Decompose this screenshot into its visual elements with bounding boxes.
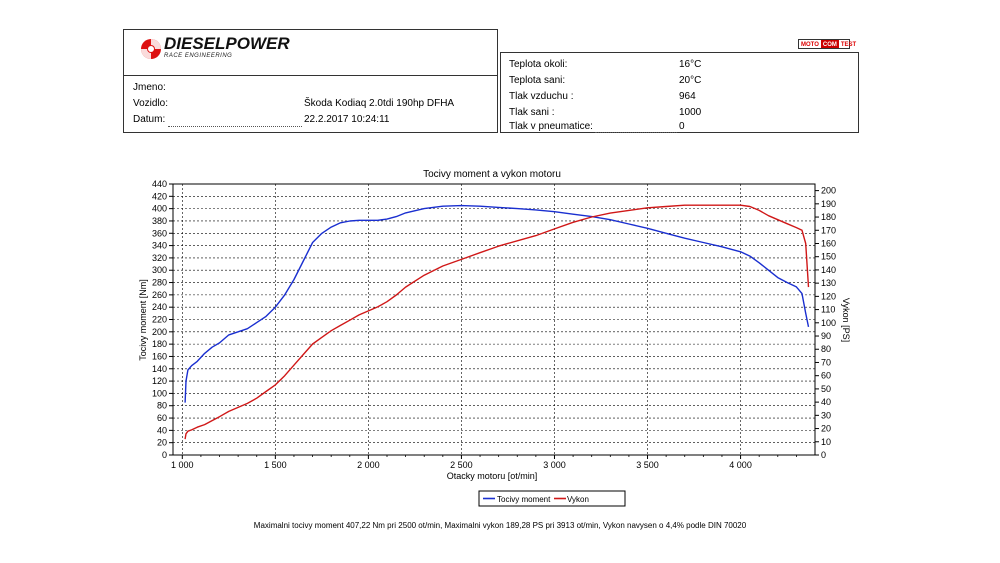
y2-tick-label: 190: [821, 199, 836, 209]
y2-tick-label: 50: [821, 384, 831, 394]
brand-tagline: RACE ENGINEERING: [164, 53, 233, 59]
legend-label-power: Vykon: [567, 495, 589, 504]
y2-tick-label: 20: [821, 424, 831, 434]
y2-tick-label: 150: [821, 252, 836, 262]
legend: Tocivy moment Vykon: [478, 490, 626, 507]
x-tick-label: 3 000: [543, 460, 566, 470]
x-tick-label: 4 000: [729, 460, 752, 470]
y-tick-label: 240: [152, 302, 167, 312]
vehicle-label: Vozidlo:: [133, 98, 169, 109]
y2-tick-label: 40: [821, 397, 831, 407]
vehicle-value: Škoda Kodiaq 2.0tdi 190hp DFHA: [304, 98, 455, 109]
y-tick-label: 200: [152, 327, 167, 337]
legend-box: [478, 490, 626, 507]
y-tick-label: 280: [152, 278, 167, 288]
y-tick-label: 220: [152, 315, 167, 325]
y-tick-label: 180: [152, 339, 167, 349]
vehicle-info-box: Jmeno: Vozidlo: Škoda Kodiaq 2.0tdi 190h…: [123, 76, 498, 133]
badge-com: COM: [820, 40, 839, 48]
badge-moto: MOTO: [801, 42, 819, 48]
y2-tick-label: 110: [821, 305, 835, 315]
y2-tick-label: 160: [821, 238, 836, 248]
x-tick-label: 2 000: [357, 460, 380, 470]
y2-tick-label: 100: [821, 318, 836, 328]
condition-label: Teplota sani:: [509, 75, 566, 86]
y-tick-label: 360: [152, 228, 167, 238]
y-tick-label: 0: [162, 450, 167, 460]
y2-tick-label: 120: [821, 291, 836, 301]
y-tick-label: 120: [152, 376, 167, 386]
y2-tick-label: 70: [821, 357, 831, 367]
y2-tick-label: 140: [821, 265, 836, 275]
date-dots: [168, 126, 302, 127]
y2-tick-label: 10: [821, 437, 831, 447]
y-tick-label: 140: [152, 364, 167, 374]
y-tick-label: 420: [152, 191, 167, 201]
series-layer: [184, 204, 810, 440]
x-axis-label: Otacky motoru [ot/min]: [447, 471, 538, 481]
condition-value: 20°C: [679, 75, 702, 86]
grid: [173, 183, 815, 455]
y-tick-label: 380: [152, 216, 167, 226]
y2-tick-label: 30: [821, 410, 831, 420]
x-tick-label: 3 500: [636, 460, 659, 470]
condition-label: Tlak vzduchu :: [509, 91, 574, 102]
condition-label: Teplota okoli:: [509, 59, 568, 70]
y-tick-label: 100: [152, 388, 167, 398]
condition-value: 964: [679, 91, 696, 102]
summary-text: Maximalni tocivy moment 407,22 Nm pri 25…: [253, 521, 747, 530]
chart-title: Tocivy moment a vykon motoru: [423, 169, 561, 180]
bottom-axis: 1 000 1 500 2 000 2 500 3 000 3 500 4 000: [171, 455, 797, 470]
y-axis-label: Tocivy moment [Nm]: [138, 279, 148, 361]
pressure-dots: [595, 132, 677, 133]
motocom-badge: MOTO COM TEST: [798, 39, 856, 49]
y-tick-label: 320: [152, 253, 167, 263]
condition-value: 0: [679, 121, 685, 132]
x-tick-label: 2 500: [450, 460, 473, 470]
y2-tick-label: 180: [821, 212, 836, 222]
y2-tick-label: 170: [821, 225, 836, 235]
y-tick-label: 60: [157, 413, 167, 423]
y2-tick-label: 200: [821, 186, 836, 196]
y-tick-label: 40: [157, 425, 167, 435]
badge-test: TEST: [840, 42, 857, 48]
left-axis: 0 20 40 60 80 100 120 140 160 180 200 220 240 260 280 3…: [152, 179, 173, 460]
y-tick-label: 340: [152, 241, 167, 251]
y2-tick-label: 80: [821, 344, 831, 354]
condition-label: Tlak sani :: [509, 107, 555, 118]
y-tick-label: 260: [152, 290, 167, 300]
y-tick-label: 160: [152, 351, 167, 361]
name-label: Jmeno:: [133, 82, 166, 93]
condition-value: 1000: [679, 107, 702, 118]
date-value: 22.2.2017 10:24:11: [304, 114, 390, 125]
y2-axis-label: Vykon [PS]: [841, 298, 851, 342]
brand-name: DIESELPOWER: [164, 34, 290, 53]
logo-box: DIESELPOWER RACE ENGINEERING: [123, 29, 498, 76]
right-axis: 0 10 20 30 40 50 60 70 80 90 100 110 120 130 140 150 160…: [815, 186, 836, 460]
y2-tick-label: 0: [821, 450, 826, 460]
y-tick-label: 400: [152, 204, 167, 214]
y-tick-label: 20: [157, 438, 167, 448]
series-line-torque: [184, 204, 810, 403]
condition-label: Tlak v pneumatice:: [509, 121, 593, 132]
turbo-logo-icon: [141, 39, 161, 59]
y-tick-label: 440: [152, 179, 167, 189]
x-tick-label: 1 500: [264, 460, 287, 470]
conditions-box: Teplota okoli: 16°C Teplota sani: 20°C T…: [500, 52, 859, 133]
y2-tick-label: 90: [821, 331, 831, 341]
y-tick-label: 80: [157, 401, 167, 411]
condition-value: 16°C: [679, 59, 702, 70]
legend-label-torque: Tocivy moment: [497, 495, 551, 504]
date-label: Datum:: [133, 114, 166, 125]
y-tick-label: 300: [152, 265, 167, 275]
series-line-power: [184, 204, 810, 440]
x-tick-label: 1 000: [171, 460, 194, 470]
y2-tick-label: 130: [821, 278, 836, 288]
y2-tick-label: 60: [821, 371, 831, 381]
